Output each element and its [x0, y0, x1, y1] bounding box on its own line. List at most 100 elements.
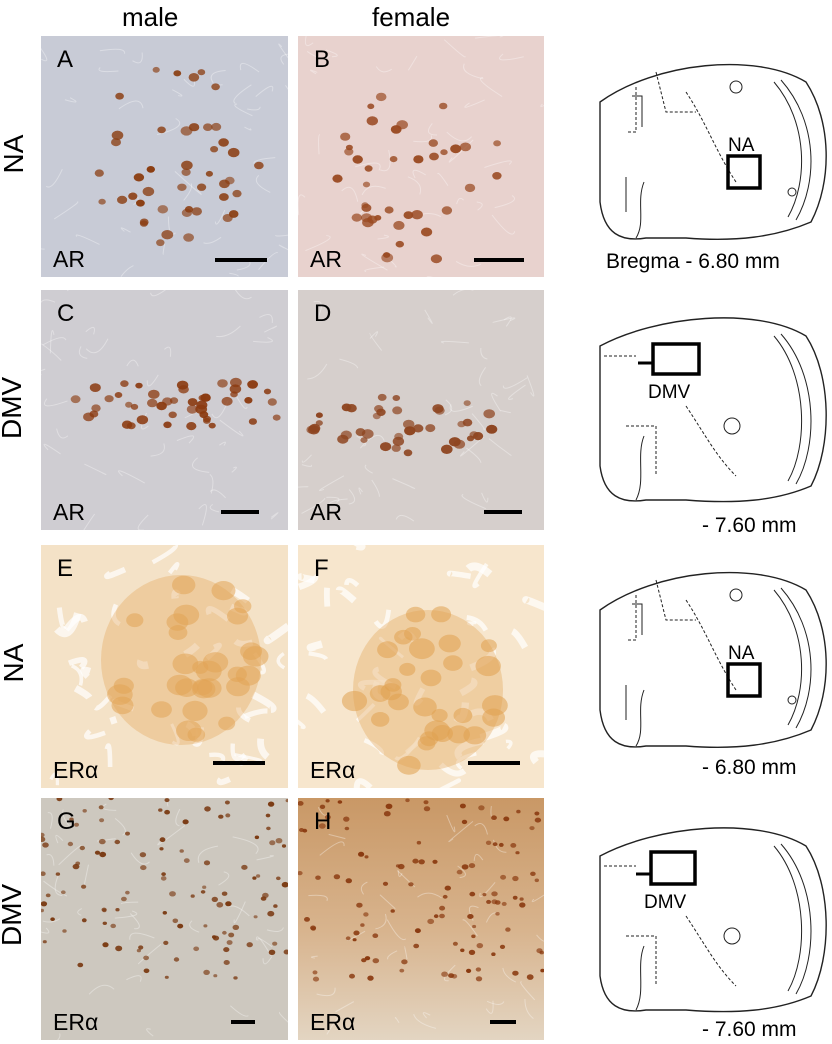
- tissue-fiber: [243, 708, 268, 719]
- stained-cell: [265, 813, 271, 818]
- stained-cell: [333, 874, 341, 880]
- stained-cell: [519, 902, 526, 908]
- tissue-fiber: [439, 778, 461, 788]
- stained-cell: [360, 437, 368, 443]
- tissue-fiber: [75, 234, 100, 245]
- tissue-fiber: [41, 927, 50, 934]
- tissue-fiber: [319, 475, 345, 492]
- stained-cell: [460, 948, 465, 953]
- stained-cell: [50, 917, 55, 921]
- tissue-fiber: [326, 1017, 339, 1035]
- stained-cell: [344, 148, 354, 156]
- stained-cell: [160, 876, 167, 881]
- tissue-fiber: [84, 463, 107, 476]
- tissue-fiber: [309, 69, 318, 75]
- stained-cell: [262, 892, 269, 898]
- stained-cell: [108, 798, 114, 801]
- stained-cell: [41, 832, 45, 838]
- tissue-fiber: [111, 603, 121, 627]
- tissue-fiber: [88, 984, 115, 995]
- tissue-fiber: [380, 149, 391, 172]
- stained-cell: [478, 805, 485, 811]
- tissue-fiber: [536, 934, 544, 942]
- stained-cell: [362, 218, 374, 228]
- stained-cell: [218, 716, 236, 731]
- stained-cell: [223, 960, 230, 965]
- stained-cell: [200, 890, 206, 894]
- tissue-fiber: [262, 956, 273, 965]
- stained-cell: [392, 436, 405, 446]
- stained-cell: [158, 808, 163, 812]
- stained-cell: [173, 70, 182, 77]
- tissue-fiber: [373, 609, 392, 629]
- tissue-fiber: [42, 918, 61, 923]
- tissue-fiber: [478, 366, 487, 387]
- stained-cell: [81, 918, 87, 923]
- tissue-fiber: [41, 368, 46, 376]
- tissue-fiber: [355, 703, 376, 723]
- stained-cell: [204, 806, 211, 812]
- panel-h-marker: ERα: [310, 1009, 356, 1035]
- tissue-fiber: [98, 67, 119, 73]
- stained-cell: [111, 138, 121, 147]
- tissue-fiber: [216, 325, 241, 338]
- stained-cell: [499, 944, 506, 949]
- tissue-fiber: [466, 614, 489, 632]
- stained-cell: [491, 815, 497, 820]
- stained-cell: [344, 826, 350, 831]
- stained-cell: [466, 435, 475, 442]
- stained-cell: [498, 842, 504, 847]
- stained-cell: [224, 800, 230, 805]
- tissue-fiber: [474, 823, 488, 835]
- tissue-fiber: [209, 752, 226, 762]
- stained-cell: [102, 942, 109, 948]
- tissue-fiber: [78, 346, 88, 359]
- tissue-fiber: [298, 573, 319, 591]
- stained-cell: [223, 947, 230, 953]
- stained-cell: [534, 878, 539, 883]
- tissue-fiber: [85, 338, 109, 354]
- tissue-fiber: [461, 493, 487, 510]
- stained-cell: [467, 914, 474, 919]
- stained-cell: [152, 66, 160, 73]
- tissue-fiber: [209, 474, 214, 494]
- tissue-fiber: [266, 927, 284, 932]
- tissue-fiber: [510, 628, 529, 650]
- stained-cell: [89, 383, 101, 392]
- stained-cell: [441, 971, 448, 977]
- stained-cell: [211, 122, 222, 131]
- tissue-fiber: [463, 63, 484, 80]
- stained-cell: [427, 918, 435, 925]
- stained-cell: [384, 206, 394, 214]
- stained-cell: [275, 838, 283, 844]
- stained-cell: [388, 693, 409, 711]
- stained-cell: [428, 139, 438, 147]
- panel-h-micrograph: H ERα: [298, 798, 544, 1040]
- stained-cell: [362, 181, 371, 188]
- stained-cell: [349, 973, 355, 979]
- tissue-fiber: [255, 85, 274, 97]
- tissue-fiber: [263, 622, 288, 645]
- tissue-fiber: [151, 545, 179, 565]
- tissue-fiber: [41, 343, 62, 361]
- stained-cell: [42, 842, 49, 848]
- stained-cell: [382, 881, 389, 886]
- stained-cell: [413, 697, 437, 717]
- stained-cell: [77, 962, 84, 968]
- stained-cell: [529, 826, 535, 831]
- panel-g-texture: [41, 798, 288, 1040]
- stained-cell: [404, 426, 416, 436]
- tissue-fiber: [359, 434, 385, 449]
- panel-e-scale-bar: [213, 761, 265, 765]
- tissue-fiber: [258, 252, 279, 270]
- stained-cell: [159, 837, 166, 843]
- stained-cell: [181, 168, 191, 176]
- tissue-fiber: [137, 943, 162, 965]
- stained-cell: [104, 395, 114, 403]
- stained-cell: [539, 950, 544, 955]
- stained-cell: [205, 170, 213, 177]
- stained-cell: [482, 893, 487, 897]
- stained-cell: [62, 929, 67, 933]
- tissue-fiber: [479, 77, 503, 97]
- stained-cell: [222, 214, 233, 222]
